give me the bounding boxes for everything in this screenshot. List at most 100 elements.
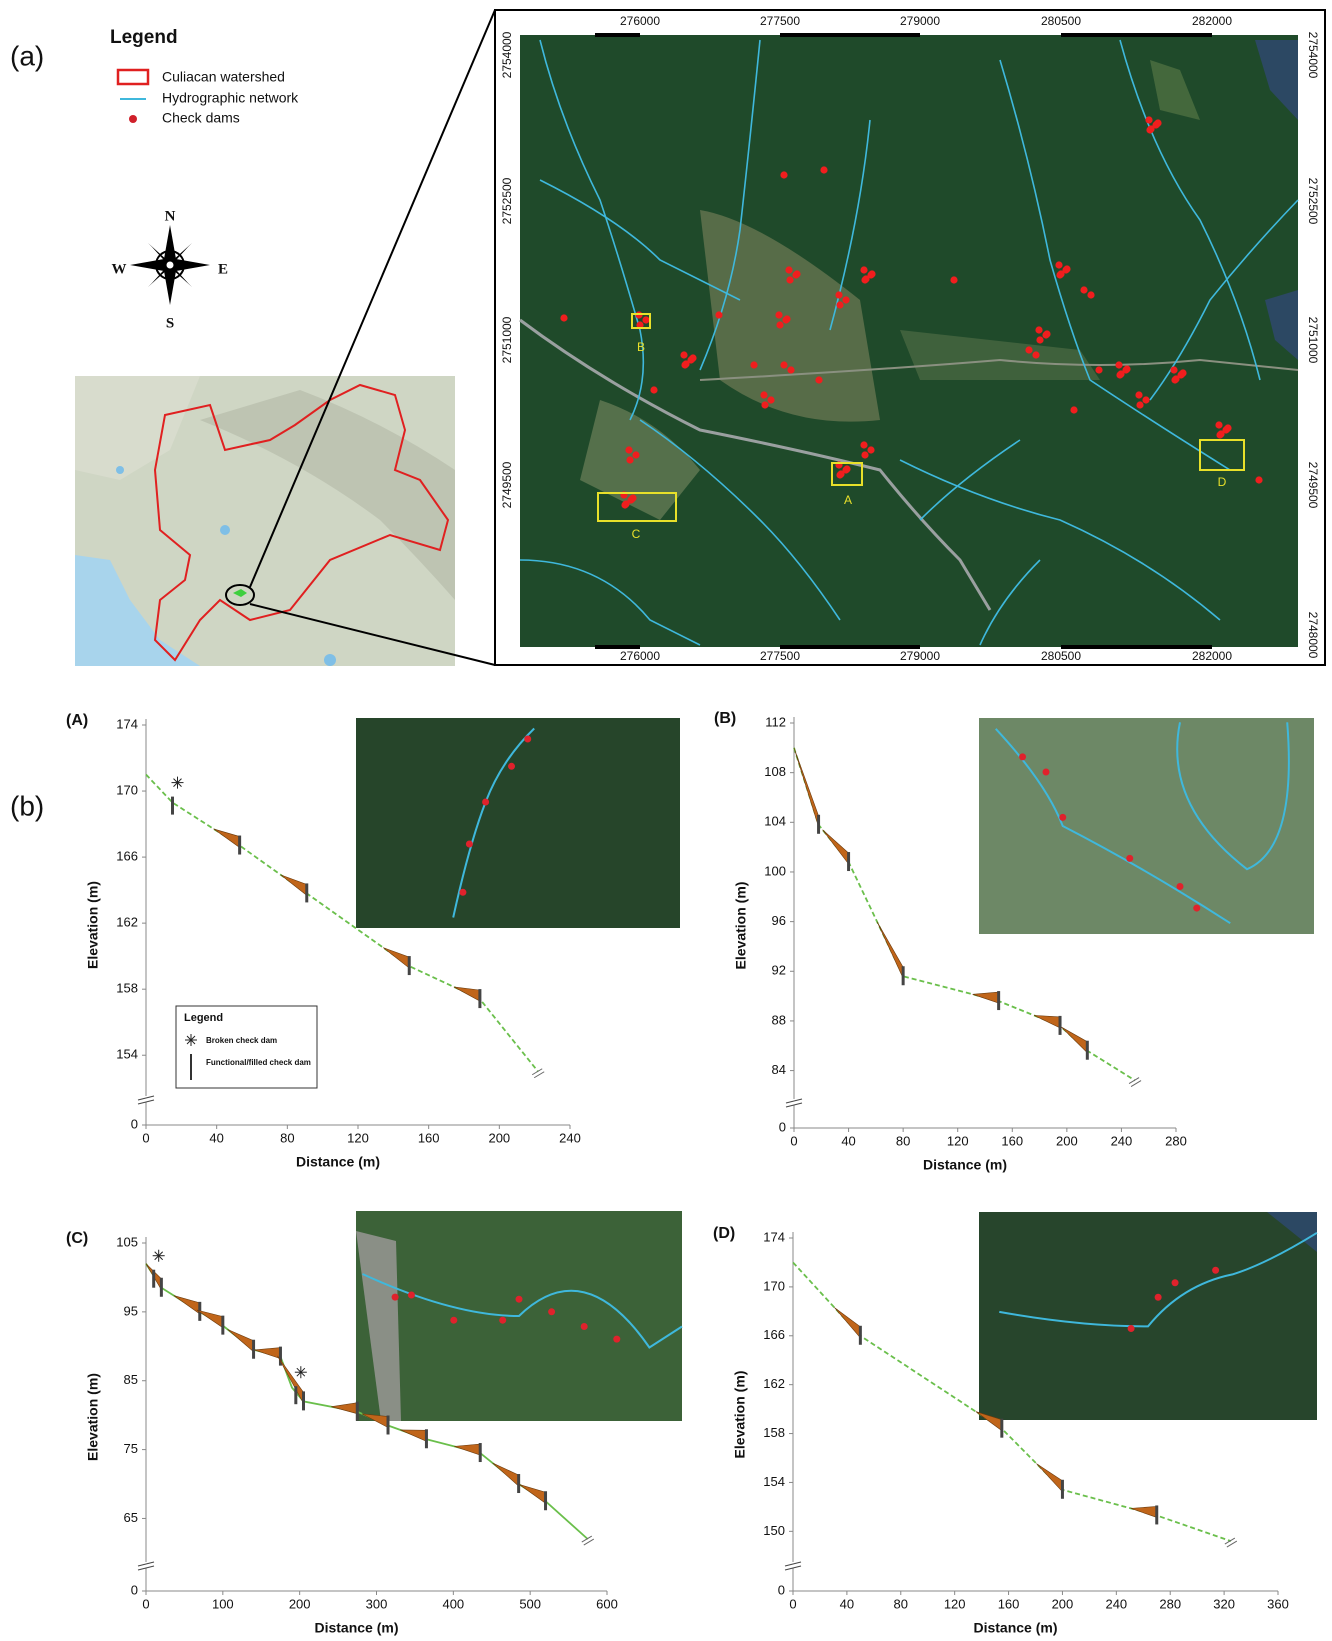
sediment-wedge [254,1348,280,1359]
map-dot [820,166,827,173]
sediment-wedge [823,830,849,864]
map-dot [775,311,782,318]
box-label: B [637,340,645,354]
y-axis-label: Elevation (m) [733,882,749,970]
x-tick-label: 280 [1159,1596,1181,1611]
y-tick-label: 166 [763,1327,785,1342]
y-tick-label: 96 [772,913,786,928]
sediment-wedge [834,1307,860,1337]
sediment-wedge [454,1444,480,1455]
x-tick-label: 80 [896,1133,910,1148]
y-tick-label: 154 [116,1047,138,1062]
map-dot [682,360,689,367]
box-label: C [632,527,641,541]
map-dot [1215,421,1222,428]
map-y-tick-label: 2752500 [500,177,514,224]
y-tick-label: 75 [124,1441,138,1456]
sediment-wedge [1034,1015,1060,1028]
map-dot [1170,366,1177,373]
legend-swatch [118,70,148,84]
map-dot [1154,119,1161,126]
y-tick-label: 100 [764,863,786,878]
inset-dot [1128,1325,1135,1332]
x-tick-label: 500 [519,1596,541,1611]
y-tick-label: 95 [124,1303,138,1318]
map-dot [1117,370,1124,377]
map-y-tick-label: 2751000 [1306,317,1320,364]
legend-label: Check dams [162,110,240,126]
y-tick-label: 88 [772,1012,786,1027]
x-tick-label: 200 [1056,1133,1078,1148]
sediment-wedge [214,829,240,848]
panel-label: (b) [10,790,44,821]
y-tick-label: 170 [763,1278,785,1293]
inset-dot [1126,855,1133,862]
inset-dot [1193,905,1200,912]
map-dot [1135,391,1142,398]
x-axis-label: Distance (m) [314,1620,398,1636]
x-tick-label: 120 [947,1133,969,1148]
compass-label: E [218,261,228,277]
inset-dot [459,889,466,896]
map-dot [793,270,800,277]
x-tick-label: 160 [1001,1133,1023,1148]
inset-dot [499,1317,506,1324]
map-dot [1043,330,1050,337]
map-dot [629,494,636,501]
sediment-wedge [493,1463,519,1486]
map-y-tick-label: 2754000 [500,31,514,78]
map-dot [835,291,842,298]
map-dot [680,351,687,358]
legend-title: Legend [184,1012,223,1024]
map-x-tick-label: 277500 [760,649,800,663]
x-tick-label: 0 [142,1596,149,1611]
map-dot [1145,116,1152,123]
sediment-wedge [1036,1464,1062,1492]
x-tick-label: 300 [366,1596,388,1611]
map-dot [1080,286,1087,293]
inset-dot [1043,769,1050,776]
sediment-wedge [973,992,999,1003]
y-tick-label: 84 [772,1062,786,1077]
map-dot [1179,369,1186,376]
y-tick-label: 92 [772,963,786,978]
sediment-wedge [1131,1506,1157,1517]
map-dot [1025,346,1032,353]
map-dot [776,321,783,328]
map-dot [780,361,787,368]
y-axis-label: Elevation (m) [85,1373,101,1461]
compass-label: N [165,208,176,224]
regional-map [75,376,455,666]
map-x-tick-label: 279000 [900,649,940,663]
map-x-tick-label: 280500 [1041,649,1081,663]
map-dot [689,354,696,361]
x-tick-label: 0 [142,1130,149,1145]
legend-label: Hydrographic network [162,90,299,106]
map-dot [867,446,874,453]
map-y-tick-label: 2749500 [500,461,514,508]
inset-dot [548,1308,555,1315]
map-dot [843,465,850,472]
x-tick-label: 80 [280,1130,294,1145]
inset-dot [408,1292,415,1299]
map-dot [715,311,722,318]
box-label: D [1218,475,1227,489]
y-tick-label: 158 [116,981,138,996]
chart-title: (D) [713,1225,735,1242]
inset-dot [1019,753,1026,760]
y-tick-label: 85 [124,1372,138,1387]
map-dot [860,441,867,448]
legend-label: Culiacan watershed [162,69,285,85]
map-dot [842,296,849,303]
map-dot [1057,270,1064,277]
inset-dot [466,841,473,848]
y-tick-label: 162 [763,1376,785,1391]
y-tick-label: 170 [116,782,138,797]
x-tick-label: 120 [347,1130,369,1145]
map-dot [860,266,867,273]
x-tick-label: 80 [894,1596,908,1611]
chart-title: (B) [714,710,736,727]
inset-dot [1172,1279,1179,1286]
map-dot [780,171,787,178]
y-tick-label: 105 [116,1234,138,1249]
